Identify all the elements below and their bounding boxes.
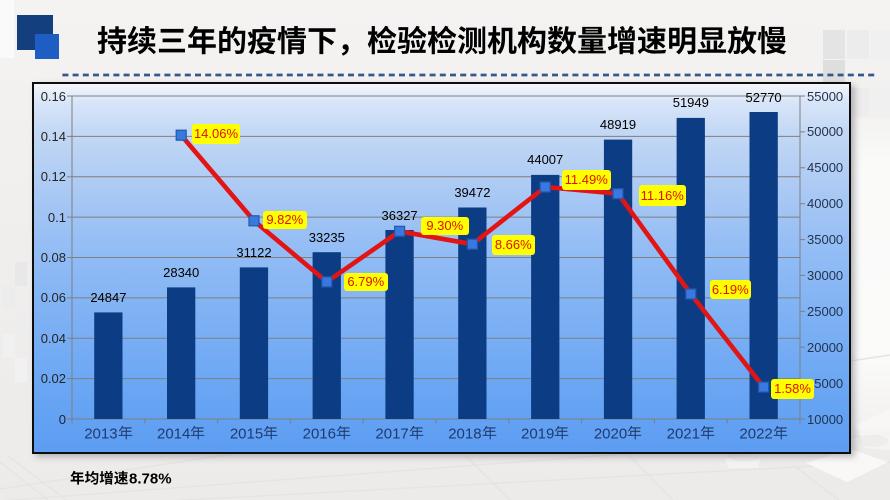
svg-text:8.78%: 8.78% xyxy=(129,470,172,487)
